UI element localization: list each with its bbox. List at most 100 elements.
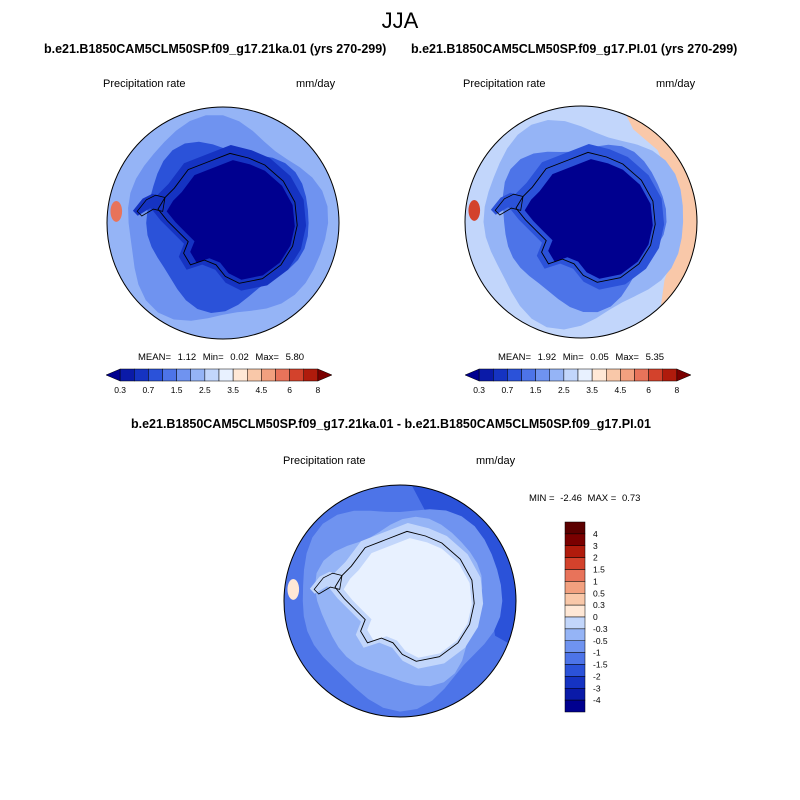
colorbar-swatch — [507, 368, 522, 382]
panel3-max-value: 0.73 — [621, 493, 641, 504]
colorbar-swatch — [564, 676, 586, 689]
colorbar-swatch — [564, 521, 586, 535]
colorbar-tick-label: 4 — [593, 529, 598, 539]
colorbar-swatch — [549, 368, 565, 382]
colorbar-tick-label: -0.5 — [593, 636, 608, 646]
panel3-stats: MIN = -2.46 MAX = 0.73 — [529, 493, 640, 504]
colorbar-swatch — [289, 368, 304, 382]
colorbar-swatch — [204, 368, 220, 382]
colorbar-swatch — [247, 368, 262, 382]
field-peninsula — [132, 193, 163, 216]
colorbar-swatch — [564, 652, 586, 665]
colorbar-swatch — [606, 368, 621, 382]
colorbar-tick-label: 1.5 — [593, 565, 605, 575]
panel2-max-value: 5.35 — [645, 352, 665, 363]
colorbar-end-triangle — [676, 368, 692, 382]
map-panel-1 — [106, 106, 340, 340]
colorbar-tick-label: 3 — [593, 541, 598, 551]
season-title: JJA — [381, 8, 419, 33]
colorbar-swatch — [564, 533, 586, 546]
colorbar-swatch — [662, 368, 678, 382]
colorbar-tick-label: 6 — [646, 385, 651, 395]
colorbar-swatch — [564, 688, 586, 701]
panel3-title: b.e21.B1850CAM5CLM50SP.f09_g17.21ka.01 -… — [131, 417, 651, 431]
colorbar-swatch — [564, 616, 586, 630]
coastline — [515, 151, 656, 283]
colorbar-tick-label: -1 — [593, 648, 601, 658]
colorbar-swatch — [218, 368, 234, 382]
colorbar-swatch — [563, 368, 579, 382]
colorbar-swatch — [303, 368, 319, 382]
panel3-max-label: MAX = — [587, 493, 617, 504]
field-interior — [343, 538, 472, 658]
colorbar-tick-label: 0.3 — [593, 600, 605, 610]
colorbar-tick-label: 2.5 — [199, 385, 211, 395]
colorbar-swatch — [648, 368, 663, 382]
colorbar-swatch — [564, 557, 586, 570]
field-hotspot — [110, 200, 123, 222]
colorbar-swatch — [564, 545, 586, 558]
colorbar-tick-label: 4.5 — [614, 385, 626, 395]
panel1-stats: MEAN= 1.12 Min= 0.02 Max= 5.80 — [138, 352, 304, 363]
panel1-units: mm/day — [296, 78, 336, 90]
panel2-min-value: 0.05 — [590, 352, 609, 363]
field-peninsula — [309, 571, 340, 594]
colorbar-swatch — [190, 368, 206, 382]
colorbar-end-triangle — [317, 368, 333, 382]
panel2-units: mm/day — [656, 78, 696, 90]
colorbar-swatch — [564, 581, 586, 594]
colorbar-tick-label: 0.3 — [114, 385, 126, 395]
panel2-min-label: Min= — [562, 352, 584, 363]
colorbar-swatch — [591, 368, 607, 382]
colorbar-swatch — [564, 593, 586, 606]
panel2-title: b.e21.B1850CAM5CLM50SP.f09_g17.PI.01 (yr… — [411, 42, 738, 56]
panel2-stats: MEAN= 1.92 Min= 0.05 Max= 5.35 — [498, 352, 664, 363]
colorbar-swatch — [148, 368, 163, 382]
peninsula-coastline — [494, 193, 524, 216]
colorbar-swatch — [564, 640, 586, 653]
colorbar-tick-label: -2 — [593, 671, 601, 681]
colorbar-tick-label: 1.5 — [171, 385, 183, 395]
colorbar-tick-label: 0.3 — [473, 385, 485, 395]
colorbar-swatch — [521, 368, 536, 382]
colorbar-swatch — [535, 368, 550, 382]
map-boundary — [283, 484, 517, 718]
map-panel-3 — [283, 484, 517, 718]
panel1-variable: Precipitation rate — [103, 78, 186, 90]
panel1-mean-label: MEAN= — [138, 352, 171, 363]
panel2-mean-label: MEAN= — [498, 352, 531, 363]
colorbar-tick-label: 0.7 — [142, 385, 154, 395]
colorbar-swatch — [564, 628, 586, 641]
colorbar-tick-label: 4.5 — [255, 385, 267, 395]
colorbar-tick-label: 1.5 — [530, 385, 542, 395]
panel1-title: b.e21.B1850CAM5CLM50SP.f09_g17.21ka.01 (… — [44, 42, 387, 56]
map-boundary — [464, 105, 698, 339]
colorbar-swatch — [634, 368, 649, 382]
colorbar-3: 4 3 2 1.51 0.5 0.3 0 -0.3 -0.5 -1 -1.5-2 -3 -4 — [564, 521, 608, 713]
colorbar-end-triangle — [464, 368, 480, 382]
colorbar-swatch — [577, 368, 593, 382]
map-panel-2 — [464, 105, 698, 339]
colorbar-swatch — [620, 368, 635, 382]
colorbar-tick-label: 0 — [593, 612, 598, 622]
colorbar-tick-label: 3.5 — [586, 385, 598, 395]
colorbar-swatch — [478, 368, 494, 382]
map-field — [465, 106, 697, 338]
panel1-mean-value: 1.12 — [177, 352, 197, 363]
coastline — [157, 152, 298, 284]
field-hotspot — [468, 199, 481, 221]
panel3-units: mm/day — [476, 455, 516, 467]
colorbar-swatch — [564, 664, 586, 677]
panel1-min-value: 0.02 — [230, 352, 249, 363]
colorbar-tick-label: 8 — [675, 385, 680, 395]
colorbar-tick-label: -1.5 — [593, 660, 608, 670]
colorbar-swatch — [275, 368, 290, 382]
field-warm-sector — [621, 106, 697, 338]
panel2-mean-value: 1.92 — [537, 352, 557, 363]
colorbar-swatch — [176, 368, 191, 382]
field-hotspot — [287, 578, 300, 600]
field-interior — [166, 160, 295, 280]
colorbar-tick-label: 0.7 — [501, 385, 513, 395]
